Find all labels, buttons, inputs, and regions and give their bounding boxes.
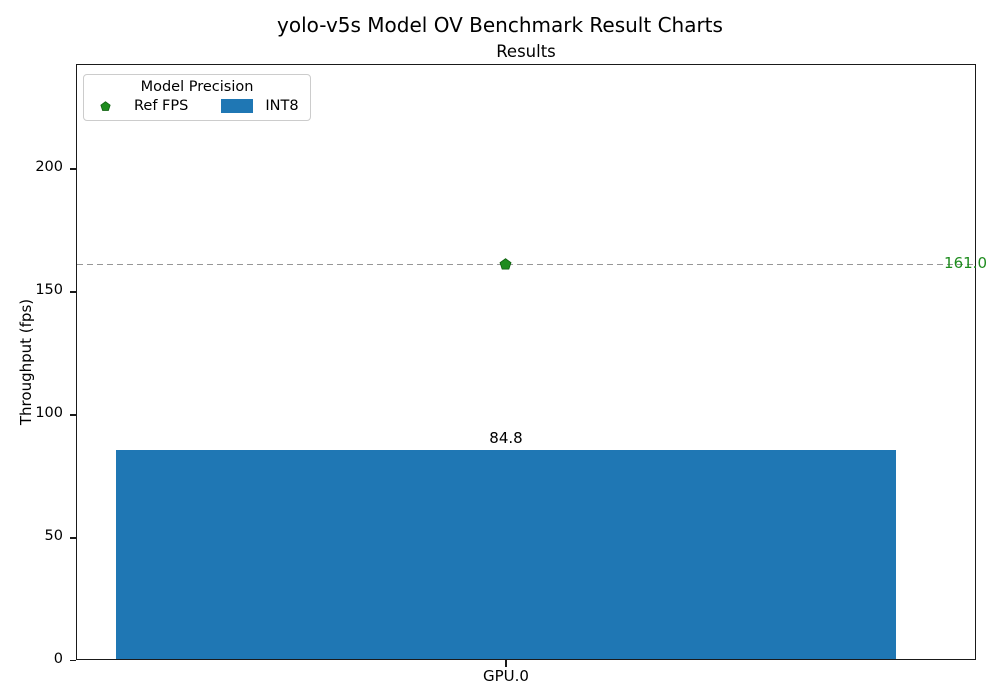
y-tick-label: 0	[53, 651, 63, 667]
axes-title: Results	[496, 42, 556, 61]
ref-fps-value-label: 161.0	[944, 254, 987, 272]
legend-row: Ref FPS INT8	[92, 98, 302, 114]
legend-label-ref-fps: Ref FPS	[134, 98, 189, 114]
y-tick-mark	[69, 291, 76, 293]
pentagon-shape	[499, 258, 512, 270]
x-tick-mark	[505, 660, 507, 667]
figure-title: yolo-v5s Model OV Benchmark Result Chart…	[277, 13, 723, 37]
bar-value-label: 84.8	[489, 429, 523, 447]
y-tick-mark	[69, 414, 76, 416]
legend-title: Model Precision	[140, 79, 254, 95]
legend-pentagon-shape	[100, 100, 111, 111]
plot-area: 0 50 100 150 200 GPU.0 84.8 161.0 Model …	[35, 64, 987, 685]
legend-label-int8: INT8	[265, 98, 299, 114]
y-tick-mark	[69, 659, 76, 661]
y-tick-mark	[69, 168, 76, 170]
y-tick-label: 150	[35, 282, 63, 298]
y-tick-label: 200	[35, 159, 63, 175]
legend-int8-swatch-icon	[221, 99, 254, 113]
ref-fps-dashed-line	[77, 264, 975, 266]
int8-throughput-bar	[116, 450, 896, 659]
x-tick-label-gpu0: GPU.0	[483, 667, 529, 685]
ref-fps-pentagon-marker	[499, 258, 512, 270]
y-tick-label: 100	[35, 405, 63, 421]
legend-pentagon-icon	[100, 100, 111, 111]
y-tick-mark	[69, 537, 76, 539]
y-tick-label: 50	[44, 528, 63, 544]
legend: Model Precision Ref FPS INT8	[83, 74, 311, 121]
